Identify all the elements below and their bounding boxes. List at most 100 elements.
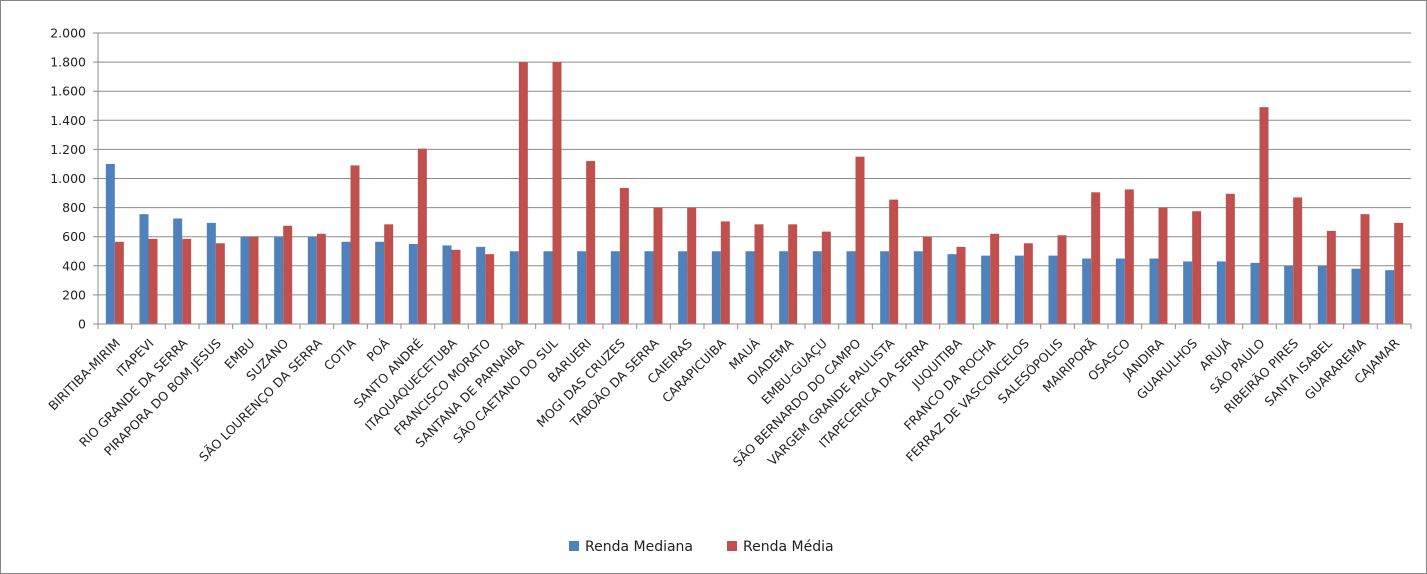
bar-renda-media-taboao-da-serra: [653, 207, 663, 324]
bar-renda-mediana-sao-bernardo-do-campo: [846, 251, 856, 324]
bars: [105, 62, 1404, 325]
y-axis-ticks: 0 200 400 600 800 1.000 1.200 1.400 1.600 1.800 2.…: [50, 26, 98, 332]
bar-renda-mediana-itapevi: [139, 214, 149, 324]
bar-renda-media-rio-grande-da-serra: [182, 238, 192, 324]
y-tick-label: 1.400: [50, 113, 86, 128]
bar-renda-mediana-aruja: [1216, 261, 1226, 324]
bar-renda-mediana-maua: [745, 251, 755, 324]
legend-label-renda-mediana: Renda Mediana: [585, 539, 693, 555]
bar-renda-mediana-biritiba-mirim: [105, 163, 115, 324]
bar-renda-media-itapecerica-da-serra: [922, 236, 932, 324]
bar-renda-media-juquitiba: [956, 246, 966, 324]
bar-renda-mediana-francisco-morato: [476, 246, 486, 324]
bar-renda-media-barueri: [586, 161, 596, 324]
y-tick-label: 200: [62, 287, 86, 302]
bar-renda-media-maua: [754, 224, 764, 324]
bar-renda-mediana-diadema: [779, 251, 789, 324]
bar-renda-mediana-pirapora-do-bom-jesus: [206, 222, 216, 324]
bar-renda-media-salesopolis: [1057, 235, 1067, 324]
bar-renda-mediana-ribeirao-pires: [1284, 265, 1294, 324]
y-tick-label: 400: [62, 258, 86, 273]
bar-renda-mediana-sao-lourenco-da-serra: [307, 236, 317, 324]
legend-label-renda-media: Renda Média: [743, 539, 834, 555]
bar-renda-media-sao-lourenco-da-serra: [316, 233, 326, 324]
bar-renda-media-santana-de-parnaiba: [518, 62, 528, 324]
bar-renda-mediana-franco-da-rocha: [981, 255, 991, 324]
bar-renda-media-santa-isabel: [1326, 230, 1336, 324]
bar-renda-media-caieiras: [687, 207, 697, 324]
bar-renda-mediana-guararema: [1351, 268, 1361, 324]
bar-renda-mediana-cotia: [341, 241, 351, 324]
y-tick-label: 800: [62, 200, 86, 215]
bar-renda-media-vargem-grande-paulista: [889, 199, 899, 324]
legend-swatch-renda-media: [727, 541, 737, 551]
bar-renda-mediana-ferraz-de-vasconcelos: [1014, 255, 1024, 324]
bar-renda-media-cajamar: [1394, 222, 1404, 324]
y-tick-label: 0: [78, 317, 86, 332]
legend: Renda Mediana Renda Média: [569, 539, 834, 555]
bar-renda-media-itaquaquecetuba: [451, 249, 461, 324]
y-tick-label: 1.000: [50, 171, 86, 186]
bar-renda-media-francisco-morato: [485, 254, 495, 324]
y-tick-label: 1.200: [50, 142, 86, 157]
bar-renda-media-embu: [249, 236, 259, 324]
bar-renda-media-santo-andre: [417, 148, 427, 324]
bar-renda-mediana-santana-de-parnaiba: [509, 251, 519, 324]
bar-renda-mediana-suzano: [274, 236, 284, 324]
y-tick-label: 1.600: [50, 84, 86, 99]
bar-renda-media-ferraz-de-vasconcelos: [1023, 243, 1033, 324]
y-tick-label: 600: [62, 229, 86, 244]
bar-renda-media-embu-guacu: [821, 231, 831, 324]
bar-renda-mediana-juquitiba: [947, 254, 957, 324]
legend-swatch-renda-mediana: [569, 541, 579, 551]
bar-renda-media-diadema: [788, 224, 798, 324]
bar-renda-mediana-sao-caetano-do-sul: [543, 251, 553, 324]
bar-renda-mediana-osasco: [1115, 258, 1125, 324]
bar-renda-mediana-mairipora: [1082, 258, 1092, 324]
bar-renda-media-pirapora-do-bom-jesus: [215, 243, 225, 324]
bar-renda-mediana-caieiras: [678, 251, 688, 324]
bar-renda-media-ribeirao-pires: [1293, 197, 1303, 324]
bar-renda-media-sao-bernardo-do-campo: [855, 156, 865, 324]
bar-renda-media-sao-caetano-do-sul: [552, 62, 562, 324]
bar-renda-mediana-santa-isabel: [1317, 265, 1327, 324]
bar-renda-mediana-jandira: [1149, 258, 1159, 324]
bar-renda-media-osasco: [1124, 189, 1134, 324]
bar-renda-media-poa: [384, 224, 394, 324]
y-tick-label: 1.800: [50, 55, 86, 70]
bar-renda-media-itapevi: [148, 238, 158, 324]
bar-renda-media-aruja: [1225, 193, 1235, 324]
bar-renda-media-guararema: [1360, 214, 1370, 324]
bar-renda-mediana-guarulhos: [1183, 261, 1193, 324]
x-category-label-cotia: COTIA: [321, 335, 359, 373]
axes: [97, 33, 1412, 329]
bar-renda-mediana-salesopolis: [1048, 255, 1058, 324]
bar-renda-media-sao-paulo: [1259, 107, 1269, 325]
bar-renda-mediana-sao-paulo: [1250, 262, 1260, 324]
bar-renda-mediana-cajamar: [1385, 270, 1395, 324]
bar-renda-mediana-rio-grande-da-serra: [173, 218, 183, 324]
bar-renda-media-jandira: [1158, 207, 1168, 324]
bar-renda-mediana-carapicuiba: [711, 251, 721, 324]
bar-renda-mediana-taboao-da-serra: [644, 251, 654, 324]
bar-renda-media-carapicuiba: [720, 221, 730, 324]
bar-renda-media-cotia: [350, 165, 360, 324]
x-category-label-biritiba-mirim: BIRITIBA-MIRIM: [45, 336, 123, 414]
bar-renda-mediana-itapecerica-da-serra: [913, 251, 923, 324]
bar-renda-media-guarulhos: [1192, 211, 1202, 324]
bar-renda-mediana-vargem-grande-paulista: [880, 251, 890, 324]
bar-renda-mediana-poa: [375, 241, 385, 324]
x-category-label-poa: POÁ: [363, 335, 392, 364]
bar-renda-media-franco-da-rocha: [990, 233, 1000, 324]
bar-renda-mediana-santo-andre: [408, 243, 418, 324]
bar-renda-mediana-itaquaquecetuba: [442, 245, 452, 324]
bar-renda-mediana-mogi-das-cruzes: [610, 251, 620, 324]
bar-renda-media-suzano: [283, 225, 293, 324]
bar-renda-mediana-embu: [240, 236, 250, 324]
bar-renda-media-mairipora: [1091, 192, 1101, 324]
bar-renda-media-biritiba-mirim: [114, 241, 124, 324]
bar-renda-media-mogi-das-cruzes: [619, 187, 629, 324]
bar-renda-mediana-embu-guacu: [812, 251, 822, 324]
